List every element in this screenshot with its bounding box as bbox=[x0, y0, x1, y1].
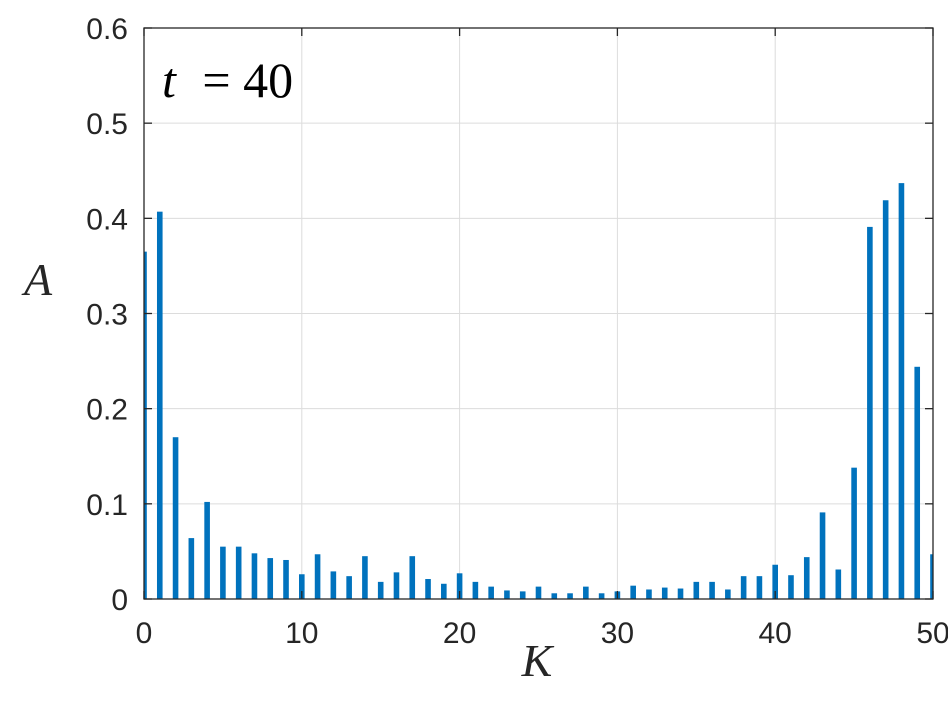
bar bbox=[235, 546, 242, 599]
bar bbox=[835, 569, 842, 599]
bar bbox=[504, 590, 510, 599]
bar bbox=[646, 589, 652, 599]
y-tick-label: 0.1 bbox=[86, 489, 128, 522]
bar bbox=[677, 588, 684, 599]
y-tick-label: 0.5 bbox=[86, 108, 128, 141]
x-tick-label: 10 bbox=[285, 617, 318, 650]
bar bbox=[583, 586, 589, 599]
x-tick-label: 0 bbox=[136, 617, 153, 650]
y-tick-label: 0 bbox=[111, 584, 128, 617]
bar bbox=[756, 576, 763, 599]
bar bbox=[156, 211, 163, 599]
bar bbox=[788, 575, 794, 599]
bar bbox=[693, 581, 700, 599]
bar bbox=[772, 564, 778, 599]
bar bbox=[425, 579, 431, 599]
bar bbox=[567, 593, 573, 599]
bar bbox=[267, 558, 274, 599]
bar bbox=[488, 586, 494, 599]
bar bbox=[803, 557, 810, 599]
bar bbox=[251, 553, 258, 599]
bar bbox=[630, 585, 636, 599]
x-tick-label: 50 bbox=[916, 617, 948, 650]
x-tick-label: 30 bbox=[601, 617, 634, 650]
bar bbox=[409, 556, 416, 599]
bar bbox=[204, 501, 210, 599]
x-tick-label: 40 bbox=[759, 617, 792, 650]
bar bbox=[172, 437, 179, 599]
bar bbox=[299, 574, 305, 599]
y-tick-label: 0.2 bbox=[86, 394, 128, 427]
y-tick-label: 0.4 bbox=[86, 203, 128, 236]
bar bbox=[551, 593, 558, 599]
bar bbox=[519, 591, 526, 599]
bar bbox=[393, 572, 400, 599]
bar bbox=[346, 576, 352, 599]
bar bbox=[441, 583, 447, 599]
bar bbox=[740, 576, 747, 599]
bar bbox=[283, 559, 289, 599]
bar bbox=[725, 589, 731, 599]
bar bbox=[598, 593, 605, 599]
x-tick-labels: 0 10 20 30 40 50 bbox=[136, 28, 948, 650]
x-axis-label: K bbox=[521, 635, 555, 686]
bar bbox=[314, 554, 321, 599]
bar bbox=[472, 581, 479, 599]
bar bbox=[914, 366, 921, 599]
annotation-value: 40 bbox=[243, 52, 293, 108]
bar bbox=[330, 571, 337, 599]
bar bbox=[535, 586, 542, 599]
bar bbox=[882, 200, 889, 600]
bars bbox=[144, 183, 933, 600]
annotation-variable: t bbox=[162, 52, 177, 108]
y-tick-label: 0.3 bbox=[86, 299, 128, 332]
grid-lines bbox=[143, 27, 934, 600]
y-axis-label: A bbox=[21, 254, 53, 305]
bar bbox=[709, 581, 715, 599]
bar bbox=[456, 573, 463, 599]
time-annotation: t = 40 bbox=[162, 52, 293, 108]
x-tick-label: 20 bbox=[443, 617, 476, 650]
bar bbox=[867, 226, 873, 600]
annotation-operator: = bbox=[202, 52, 230, 108]
bar bbox=[377, 581, 384, 599]
y-tick-label: 0.6 bbox=[86, 13, 128, 46]
bar bbox=[819, 512, 826, 599]
bar bbox=[851, 467, 857, 599]
bar bbox=[898, 183, 905, 599]
bar bbox=[930, 554, 933, 599]
bar bbox=[661, 587, 668, 599]
bar bbox=[220, 546, 226, 599]
bar bbox=[362, 556, 368, 599]
y-tick-labels: 0 0.1 0.2 0.3 0.4 0.5 0.6 bbox=[86, 13, 933, 617]
bar bbox=[144, 251, 147, 599]
bar bbox=[188, 538, 195, 599]
